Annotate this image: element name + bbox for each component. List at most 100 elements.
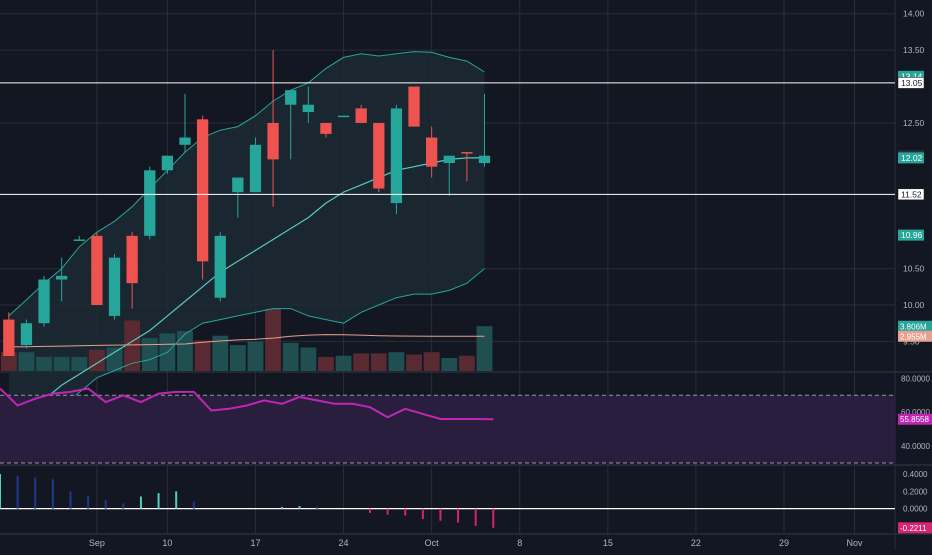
- histogram-value-tag: [898, 522, 932, 534]
- price-tick-label: 12.50: [903, 118, 925, 128]
- candle-body: [196, 119, 209, 262]
- volume-bar: [0, 352, 17, 371]
- candle-body: [214, 235, 226, 298]
- volume-bar: [318, 356, 334, 371]
- candle-body: [56, 275, 68, 280]
- volume-bar: [388, 352, 405, 371]
- indicator-layer: [0, 387, 895, 528]
- x-tick-label: 15: [603, 538, 613, 548]
- volume-tag: [898, 330, 932, 342]
- candle-body: [302, 104, 314, 113]
- price-tag-label: 11.52: [901, 189, 922, 199]
- volume-bar: [335, 355, 352, 371]
- volume-layer: [0, 308, 493, 371]
- rsi-band-fill: [0, 395, 895, 463]
- volume-bar: [229, 345, 246, 371]
- price-tag-label: 12.02: [901, 153, 923, 163]
- volume-bar: [300, 347, 317, 371]
- x-tick-label: Nov: [846, 538, 863, 548]
- candle-body: [478, 155, 491, 164]
- candle-body: [161, 155, 174, 171]
- volume-bar: [247, 341, 264, 371]
- candle-body: [249, 144, 262, 193]
- volume-bar: [265, 308, 282, 371]
- candle-body: [73, 239, 85, 241]
- volume-bar: [194, 340, 211, 371]
- rsi-line: [0, 387, 494, 421]
- price-tick-label: 10.00: [903, 300, 925, 310]
- moving-average-line: [8, 157, 485, 430]
- candle-body: [285, 90, 297, 105]
- candle-body: [390, 108, 403, 204]
- candle-body: [38, 279, 50, 324]
- candle-body: [320, 122, 332, 134]
- candle-body: [3, 319, 15, 356]
- volume-bar: [441, 358, 458, 371]
- candle-body: [426, 137, 438, 167]
- price-tick-label: 10.50: [903, 264, 925, 274]
- volume-bar: [406, 354, 422, 371]
- candle-body: [408, 86, 420, 127]
- rsi-tick-label: 80.0000: [901, 374, 930, 383]
- volume-tag-label: 2.955M: [900, 332, 927, 341]
- price-tick-label: 13.50: [903, 45, 925, 55]
- volume-bar: [36, 356, 52, 371]
- x-tick-label: 24: [339, 538, 349, 548]
- price-tag-label: 10.96: [901, 230, 923, 240]
- candle-body: [91, 235, 103, 306]
- histogram-tick-label: 0.2000: [903, 487, 928, 496]
- volume-bar: [106, 347, 123, 371]
- volume-bar: [124, 320, 141, 371]
- volume-bar: [423, 352, 440, 371]
- price-tag: [898, 70, 924, 82]
- volume-bar: [370, 353, 387, 371]
- rsi-tick-label: 40.0000: [901, 442, 930, 451]
- axis-layer: Sep 10 17 24 Oct 8 15 22 29 Nov 14.00 13.50 12.50 10.…: [89, 9, 932, 548]
- volume-bar: [177, 331, 193, 371]
- x-tick-label: Sep: [89, 538, 105, 548]
- volume-bar: [353, 353, 370, 371]
- x-tick-label: 17: [250, 538, 260, 548]
- candle-body: [461, 152, 473, 154]
- price-tag-label: 13.05: [901, 78, 923, 88]
- volume-bar: [476, 326, 493, 371]
- price-tick-label: 14.00: [903, 9, 925, 19]
- x-tick-label: 22: [691, 538, 701, 548]
- candle-body: [443, 155, 455, 164]
- volume-bar: [53, 356, 70, 371]
- candle-body: [355, 108, 367, 123]
- price-tag: [897, 77, 925, 89]
- candle-body: [144, 170, 156, 236]
- bollinger-upper-line: [8, 51, 485, 317]
- volume-bar: [212, 335, 229, 371]
- candle-layer: [3, 50, 491, 356]
- candle-body: [108, 257, 121, 316]
- candle-body: [337, 115, 350, 118]
- histogram-tick-label: 0.0000: [903, 505, 928, 514]
- price-tag: [897, 188, 925, 201]
- x-tick-label: Oct: [425, 538, 440, 548]
- overlay-layer: [8, 51, 485, 451]
- volume-bar: [71, 356, 88, 371]
- volume-bar: [282, 342, 299, 371]
- volume-bar: [18, 352, 35, 371]
- volume-tag-label: 3.806M: [900, 322, 927, 331]
- candle-body: [179, 137, 191, 145]
- candle-body: [20, 323, 33, 346]
- candle-body: [373, 122, 385, 189]
- x-tick-label: 10: [162, 538, 172, 548]
- candle-body: [232, 177, 244, 193]
- volume-bar: [141, 338, 158, 371]
- candle-body: [126, 235, 138, 284]
- rsi-value-label: 55.8558: [900, 415, 929, 424]
- x-tick-label: 29: [779, 538, 789, 548]
- rsi-value-tag: [898, 413, 932, 425]
- volume-tag: [898, 320, 932, 332]
- price-tag: [898, 229, 924, 241]
- level-line-layer: [0, 82, 895, 195]
- x-tick-label: 8: [517, 538, 522, 548]
- price-tag-label: 13.14: [901, 71, 923, 81]
- histogram-tick-label: 0.4000: [903, 470, 928, 479]
